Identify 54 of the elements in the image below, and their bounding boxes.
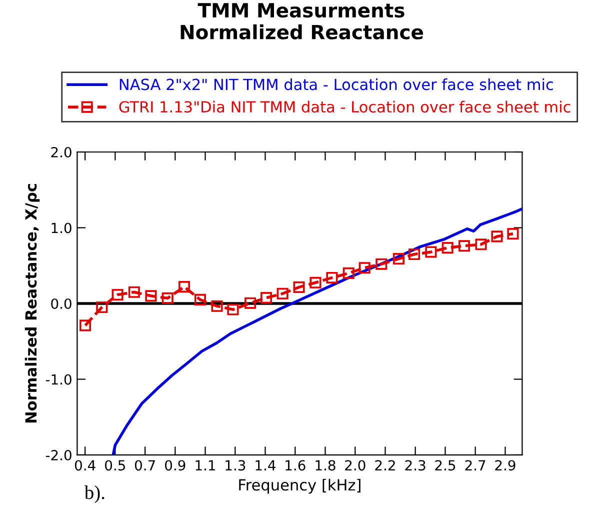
point [227,304,239,316]
legend-label: NASA 2"x2" NIT TMM data - Location over face sheet mic [120,78,553,90]
x-tick-label: 2.0 [345,460,366,471]
point [96,302,108,314]
point [310,276,322,288]
y-tick-label: -2.0 [46,450,72,460]
point [128,286,140,298]
point [491,230,503,242]
point [392,253,404,265]
x-tick-label: 2.7 [465,460,486,470]
line-series [112,207,522,455]
x-tick-label: 2.2 [375,460,395,470]
x-tick-label: 1.8 [316,460,336,471]
point [79,320,92,332]
point [326,272,338,284]
point [178,281,190,293]
point [260,292,272,304]
y-tick-label: -1.0 [46,374,72,385]
x-tick-label: 1.4 [256,460,276,470]
x-tick-label: 2.9 [495,460,516,471]
legend-label: GTRI 1.13"Dia NIT TMM data - Location over face sheet mic [119,100,570,113]
point [194,294,206,306]
y-tick-label: 0.0 [51,298,72,309]
point [342,267,354,279]
x-tick-label: 0.5 [105,460,125,471]
text: b). [84,485,104,504]
chart-title: TMM Measurments Normalized Reactance [180,3,424,40]
point [408,248,420,260]
point [358,262,370,274]
y-axis-title: Normalized Reactance, X/ρc [24,184,40,423]
y-tick-label: 2.0 [51,146,72,158]
point [376,258,388,270]
x-axis-title: Frequency [kHz] [239,478,360,494]
x-tick-label: 0.7 [134,460,155,471]
point [112,289,124,301]
point [475,238,487,250]
x-tick-label: 2.5 [435,460,456,471]
point [425,246,437,258]
point [293,281,305,293]
x-tick-label: 0.4 [74,460,96,471]
point [244,297,256,309]
point [276,288,288,300]
point [145,290,157,302]
x-tick-label: 1.6 [286,460,306,471]
point [162,292,174,304]
y-tick-label: 1.0 [52,222,72,234]
point [211,300,223,312]
x-tick-label: 1.1 [196,460,216,470]
x-tick-label: 1.3 [226,460,246,471]
point [507,228,519,240]
x-tick-label: 2.3 [405,460,426,471]
point [442,242,454,254]
point [458,240,470,252]
x-tick-label: 0.9 [165,460,186,471]
